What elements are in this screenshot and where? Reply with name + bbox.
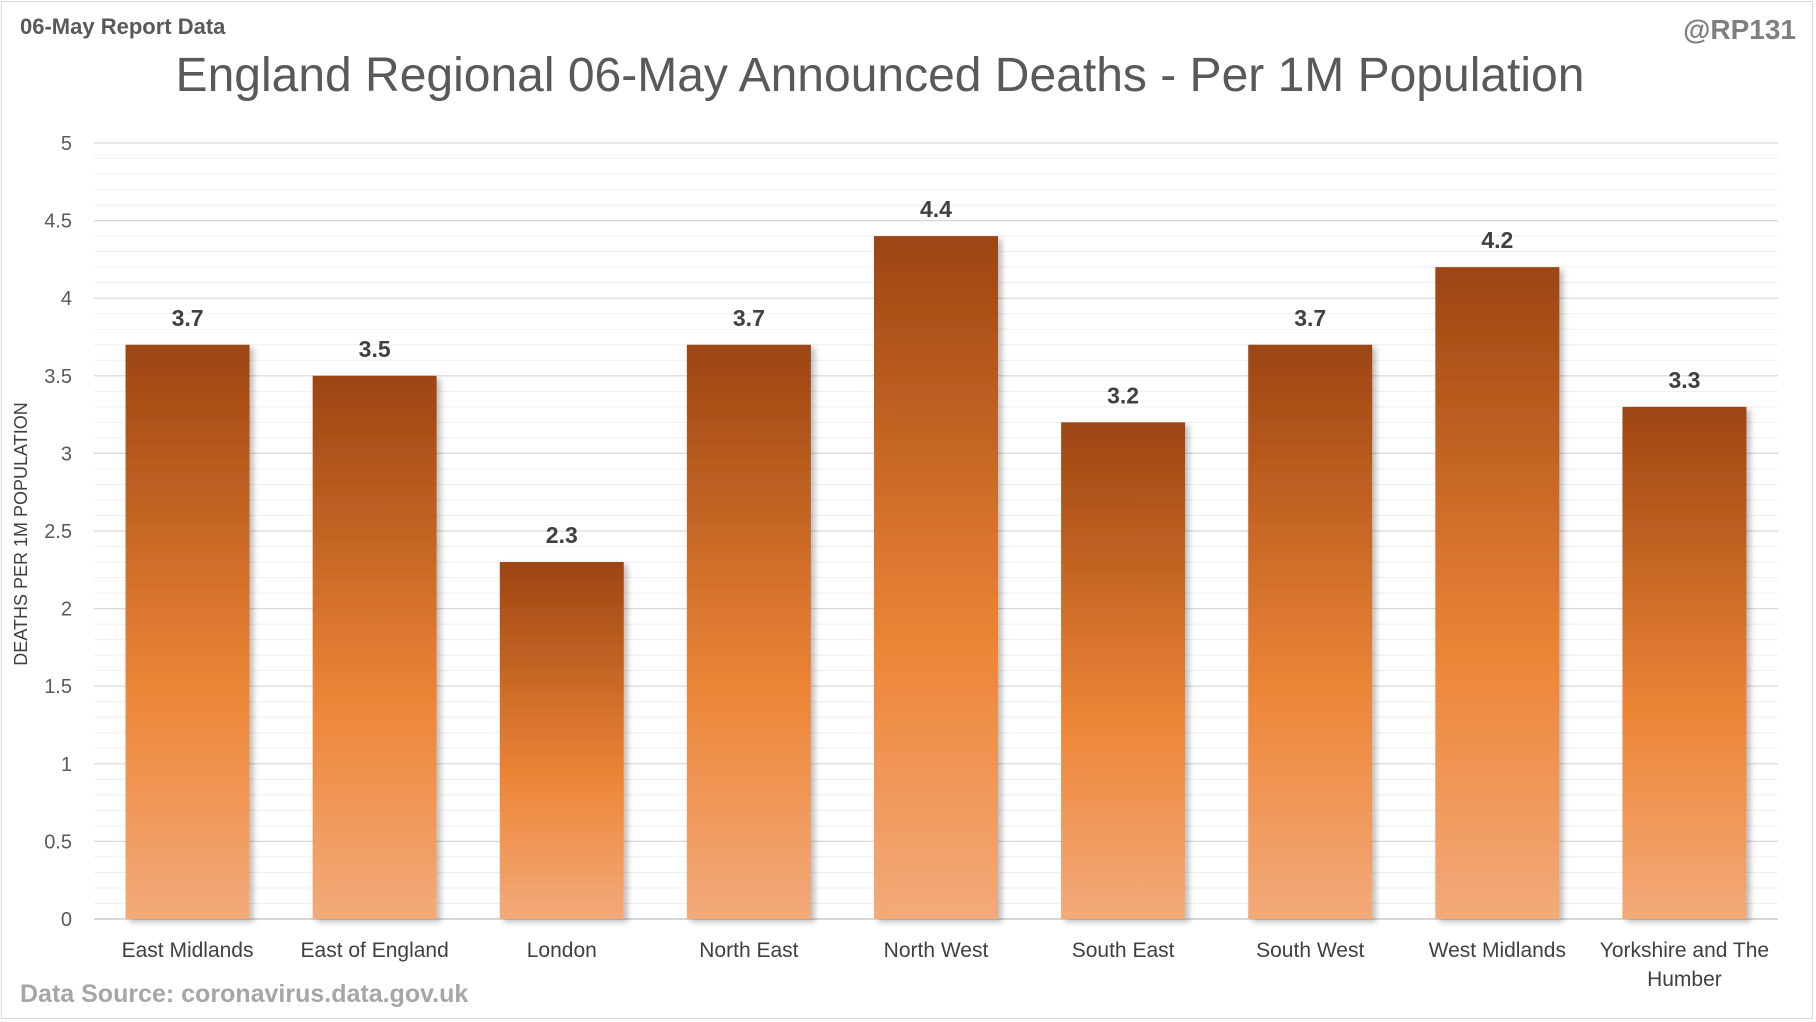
data-label: 3.2 (1107, 382, 1139, 408)
data-label: 4.4 (920, 196, 952, 222)
y-axis-title: DEATHS PER 1M POPULATION (11, 402, 31, 665)
bar (499, 562, 624, 919)
category-label: North West (884, 939, 989, 962)
y-axis-ticks: 0 0.5 1 1.5 2 2.5 3 3.5 4 4.5 5 (44, 133, 72, 931)
category-labels: East Midlands East of England London North … (122, 939, 1769, 991)
bar (686, 344, 811, 919)
y-tick-label: 5 (61, 133, 72, 155)
data-label: 3.5 (359, 336, 391, 362)
data-label: 3.7 (172, 305, 204, 331)
bar (1248, 344, 1373, 919)
bar (1061, 422, 1186, 919)
bar (1622, 406, 1747, 920)
data-label: 3.7 (1294, 305, 1326, 331)
category-label: South East (1072, 939, 1175, 962)
y-tick-label: 0 (61, 909, 72, 931)
y-tick-label: 4 (61, 288, 72, 310)
category-label: East Midlands (122, 939, 254, 962)
y-tick-label: 0.5 (44, 831, 72, 853)
y-tick-label: 4.5 (44, 211, 72, 233)
data-source: Data Source: coronavirus.data.gov.uk (20, 980, 469, 1008)
bar (874, 236, 998, 919)
category-label: West Midlands (1429, 939, 1566, 962)
category-label: Yorkshire and The (1600, 939, 1769, 962)
data-label: 4.2 (1481, 227, 1513, 253)
data-labels: 3.7 3.5 2.3 3.7 4.4 3.2 3.7 4.2 3.3 (172, 196, 1701, 548)
data-label: 2.3 (546, 522, 578, 548)
y-tick-label: 2.5 (44, 521, 72, 543)
category-label: South West (1256, 939, 1364, 962)
category-label: London (527, 939, 597, 962)
data-label: 3.3 (1668, 367, 1700, 393)
report-label: 06-May Report Data (20, 14, 226, 39)
y-tick-label: 1.5 (44, 676, 72, 698)
category-label: North East (699, 939, 798, 962)
chart-title: England Regional 06-May Announced Deaths… (175, 49, 1585, 102)
category-label: East of England (301, 939, 449, 962)
y-tick-label: 3.5 (44, 366, 72, 388)
data-label: 3.7 (733, 305, 765, 331)
y-tick-label: 2 (61, 599, 72, 621)
y-tick-label: 1 (61, 754, 72, 776)
bars (125, 236, 1747, 920)
category-label: Humber (1647, 968, 1722, 991)
bar (312, 375, 437, 919)
bar (125, 344, 250, 919)
bar (1435, 267, 1560, 919)
author-handle: @RP131 (1683, 14, 1796, 45)
y-tick-label: 3 (61, 443, 72, 465)
